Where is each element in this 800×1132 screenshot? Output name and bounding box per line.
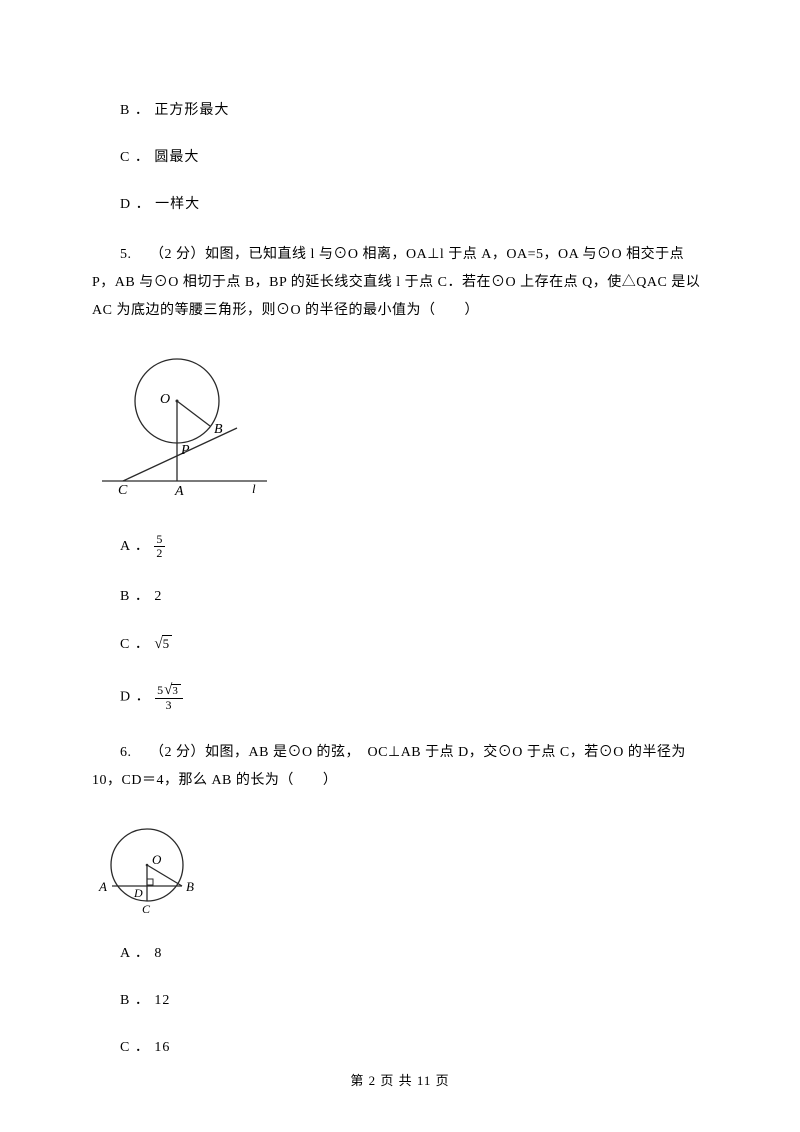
svg-text:A: A [98,879,107,894]
svg-text:B: B [186,879,194,894]
option-b: B ． 正方形最大 [120,100,708,121]
option-d: D ． 一样大 [120,194,708,215]
svg-text:B: B [214,422,223,437]
q6-option-a: A ． 8 [120,943,708,964]
q5-option-b: B ． 2 [120,586,708,607]
q6-option-c: C ． 16 [120,1037,708,1058]
svg-text:C: C [142,902,151,916]
figure-q6: O A B D C [92,821,708,923]
page-footer: 第 2 页 共 11 页 [0,1071,800,1091]
svg-text:P: P [180,443,190,458]
svg-text:A: A [174,484,184,499]
svg-text:C: C [118,483,128,498]
svg-text:D: D [133,886,143,900]
q5-option-a: A ． 52 [120,533,708,560]
q6-option-b: B ． 12 [120,990,708,1011]
svg-text:O: O [160,392,170,407]
question-5: 5. （2 分）如图，已知直线 l 与⊙O 相离，OA⊥l 于点 A，OA=5，… [92,241,708,325]
option-c: C ． 圆最大 [120,147,708,168]
svg-text:O: O [152,852,162,867]
svg-text:l: l [252,481,256,496]
figure-q5: O B P C A l [92,351,708,513]
q5-option-c: C ． 5 [120,633,708,656]
q5-option-d: D ． 53 3 [120,682,708,713]
question-6: 6. （2 分）如图，AB 是⊙O 的弦， OC⊥AB 于点 D，交⊙O 于点 … [92,739,708,795]
